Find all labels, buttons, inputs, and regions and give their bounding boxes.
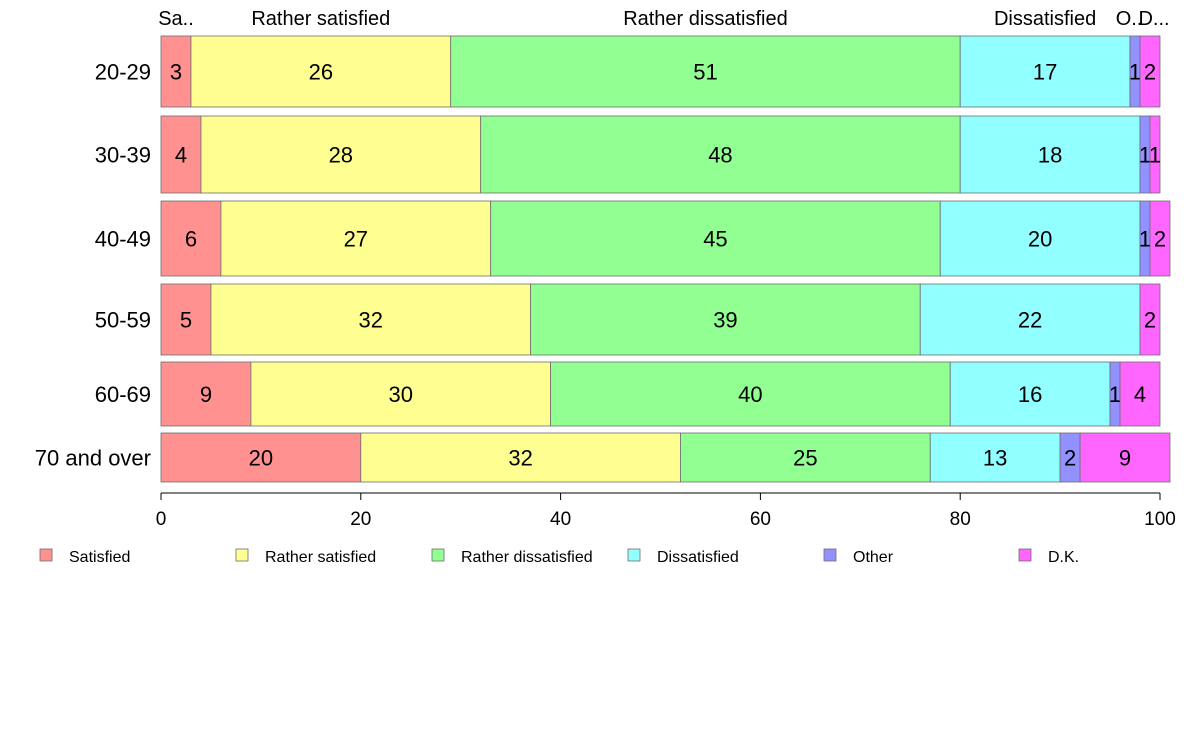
bar-segment (250, 361, 552, 427)
bar-value-label: 5 (180, 308, 192, 333)
category-label: 30-39 (95, 143, 151, 168)
bar-segment (939, 200, 1141, 277)
bar-segment (949, 361, 1111, 427)
bar-segment (959, 115, 1141, 194)
bar-value-label: 28 (329, 143, 353, 168)
bar-value-label: 45 (703, 227, 727, 252)
x-tick-label: 100 (1144, 509, 1176, 530)
bar-segment (1149, 115, 1161, 194)
bar-value-label: 48 (708, 143, 732, 168)
legend-label: D.K. (1048, 549, 1079, 566)
legend-swatch (39, 548, 53, 562)
legend-label: Rather dissatisfied (461, 549, 593, 566)
bars: 3 26 51 17 1 24 28 48 18 116 27 45 20 1 25 32 39 22 29 30 40… (160, 35, 1171, 483)
segment-header-label: Rather satisfied (251, 8, 390, 30)
segment-header-label: O.. (1116, 8, 1143, 30)
legend-label: Rather satisfied (265, 549, 376, 566)
bar-segment (919, 283, 1141, 356)
bar-value-label: 39 (713, 308, 737, 333)
bar-segment (1139, 35, 1161, 108)
category-label: 20-29 (95, 60, 151, 85)
bar-segment (530, 283, 921, 356)
x-tick-label: 20 (350, 509, 371, 530)
bar-value-label: 6 (185, 227, 197, 252)
bar-value-label: 2 (1144, 308, 1156, 333)
segment-header-label: Sa.. (158, 8, 194, 30)
bar-segment (160, 432, 362, 483)
bar-value-label: 32 (359, 308, 383, 333)
bar-value-label: 20 (1028, 227, 1052, 252)
bar-segment (160, 283, 212, 356)
segment-header-label: Rather dissatisfied (623, 8, 788, 30)
x-tick-label: 60 (750, 509, 771, 530)
bar-segment (220, 200, 492, 277)
bar-segment (160, 115, 202, 194)
category-label: 50-59 (95, 308, 151, 333)
bar-value-label: 25 (793, 446, 817, 471)
bar-value-label: 18 (1038, 143, 1062, 168)
bar-value-label: 30 (389, 382, 413, 407)
legend-swatch (1018, 548, 1032, 562)
bar-value-label: 17 (1033, 60, 1057, 85)
segment-header-label: D... (1138, 8, 1169, 30)
bar-value-label: 4 (175, 143, 187, 168)
segment-header-label: Dissatisfied (994, 8, 1096, 30)
legend-swatch (823, 548, 837, 562)
category-labels: 20-29 30-39 40-49 50-59 60-69 70 and over (35, 60, 151, 471)
bar-segment (929, 432, 1061, 483)
bar-value-label: 27 (344, 227, 368, 252)
bar-segment (1149, 200, 1171, 277)
bar-value-label: 1 (1149, 143, 1161, 168)
bar-value-label: 26 (309, 60, 333, 85)
bar-value-label: 13 (983, 446, 1007, 471)
legend-label: Other (853, 549, 894, 566)
bar-value-label: 40 (738, 382, 762, 407)
bar-value-label: 1 (1109, 382, 1121, 407)
x-axis: 0 20 40 60 80 100 (156, 492, 1176, 530)
legend: Satisfied Rather satisfied Rather dissatis… (39, 548, 1079, 566)
bar-segment (210, 283, 532, 356)
legend-label: Dissatisfied (657, 549, 739, 566)
category-label: 60-69 (95, 382, 151, 407)
category-label: 40-49 (95, 227, 151, 252)
bar-value-label: 51 (693, 60, 717, 85)
bar-segment (200, 115, 482, 194)
bar-value-label: 2 (1064, 446, 1076, 471)
bar-value-label: 16 (1018, 382, 1042, 407)
bar-segment (959, 35, 1131, 108)
legend-swatch (431, 548, 445, 562)
bar-segment (190, 35, 452, 108)
bar-segment (1139, 283, 1161, 356)
bar-value-label: 2 (1154, 227, 1166, 252)
legend-swatch (627, 548, 641, 562)
bar-value-label: 4 (1134, 382, 1146, 407)
bar-value-label: 1 (1139, 227, 1151, 252)
bar-value-label: 20 (249, 446, 273, 471)
bar-value-label: 2 (1144, 60, 1156, 85)
bar-segment (680, 432, 931, 483)
bar-value-label: 22 (1018, 308, 1042, 333)
legend-swatch (235, 548, 249, 562)
bar-value-label: 32 (508, 446, 532, 471)
segment-header-labels: Sa.. Rather satisfied Rather dissatisfied D… (158, 8, 1169, 30)
x-tick-label: 80 (950, 509, 971, 530)
bar-value-label: 1 (1139, 143, 1151, 168)
bar-segment (490, 200, 941, 277)
x-tick-label: 40 (550, 509, 571, 530)
bar-value-label: 9 (200, 382, 212, 407)
bar-segment (480, 115, 961, 194)
bar-segment (1079, 432, 1171, 483)
x-tick-label: 0 (156, 509, 167, 530)
bar-segment (1119, 361, 1161, 427)
bar-value-label: 1 (1129, 60, 1141, 85)
bar-value-label: 9 (1119, 446, 1131, 471)
category-label: 70 and over (35, 446, 151, 471)
legend-label: Satisfied (69, 549, 130, 566)
bar-value-label: 3 (170, 60, 182, 85)
